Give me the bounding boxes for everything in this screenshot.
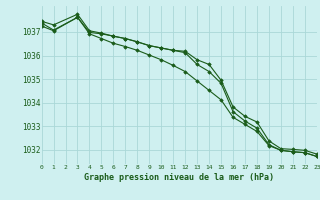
X-axis label: Graphe pression niveau de la mer (hPa): Graphe pression niveau de la mer (hPa): [84, 173, 274, 182]
